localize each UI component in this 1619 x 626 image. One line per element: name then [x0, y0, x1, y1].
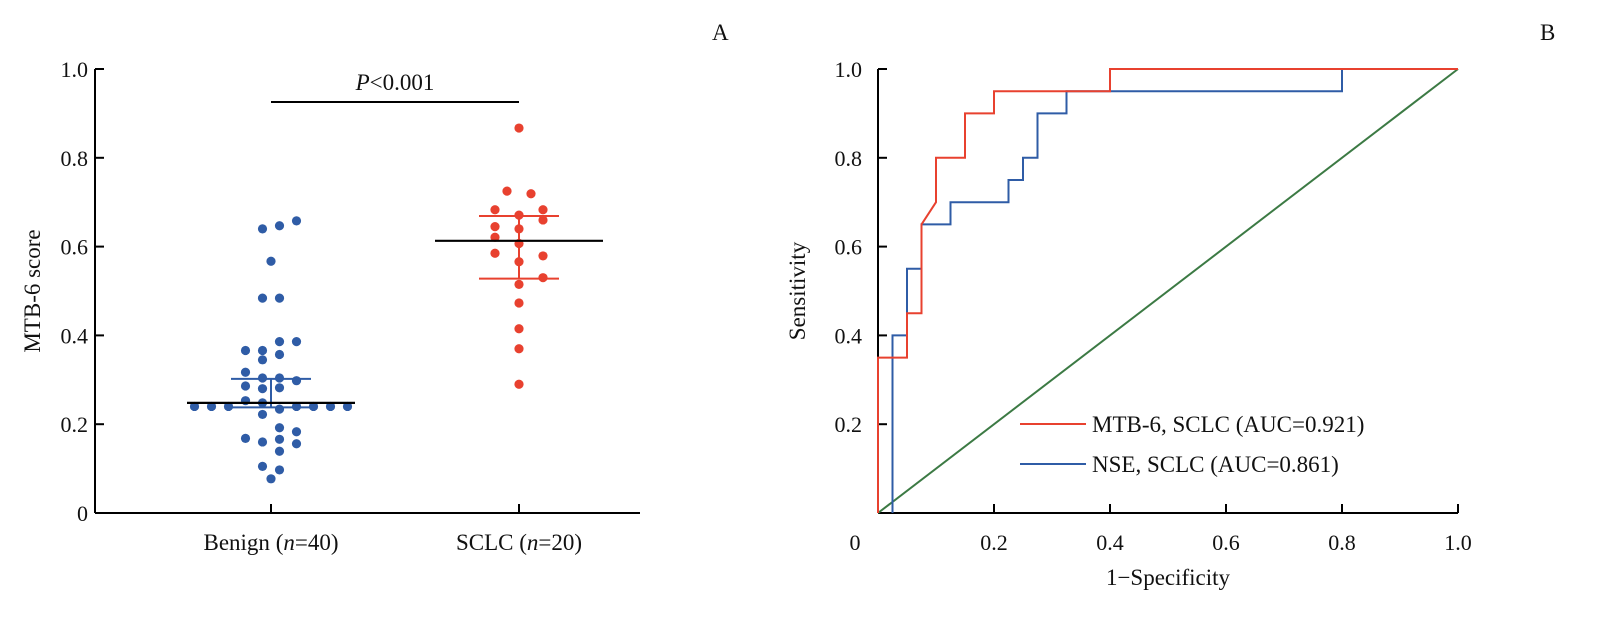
legend-label-mtb6: MTB-6, SCLC (AUC=0.921)	[1092, 412, 1364, 437]
a-y-tick-label: 0.8	[61, 146, 89, 171]
sclc-point	[490, 232, 500, 242]
benign-point	[342, 401, 353, 412]
benign-point	[325, 401, 336, 412]
b-y-tick-label: 1.0	[835, 57, 863, 82]
category-label-sclc: SCLC (n=20)	[456, 530, 582, 555]
sclc-point	[526, 189, 536, 199]
benign-point	[240, 345, 251, 356]
a-y-tick-label: 1.0	[61, 57, 89, 82]
sclc-point	[490, 222, 500, 232]
benign-point	[274, 373, 285, 383]
roc-curve-mtb6	[877, 68, 1458, 513]
b-y-axis-label: Sensitivity	[785, 241, 810, 340]
benign-point	[291, 439, 302, 449]
benign-point	[240, 367, 251, 377]
sclc-point	[490, 248, 500, 258]
b-x-tick-label: 0.8	[1328, 530, 1356, 555]
benign-point	[257, 409, 268, 420]
benign-point	[266, 474, 276, 484]
benign-point	[266, 256, 276, 266]
benign-point	[257, 345, 268, 356]
sclc-n: n	[527, 530, 539, 555]
b-y-tick-label: 0.2	[835, 412, 863, 437]
benign-point	[257, 437, 268, 447]
p-value-annotation: P<0.001	[355, 70, 435, 95]
sclc-point	[514, 257, 524, 267]
sclc-point	[538, 251, 548, 261]
b-x-tick-label: 0.6	[1212, 530, 1240, 555]
sclc-point	[514, 324, 524, 334]
benign-n: n	[283, 530, 295, 555]
benign-point	[291, 427, 302, 437]
sclc-point	[514, 279, 524, 289]
benign-point	[274, 423, 285, 433]
sclc-point	[538, 205, 548, 215]
benign-point	[274, 293, 285, 303]
benign-point	[291, 337, 302, 347]
p-text: <0.001	[370, 70, 435, 95]
roc-curve-nse	[891, 68, 1458, 513]
sclc-point	[514, 210, 524, 220]
benign-point	[274, 383, 285, 393]
a-y-axis-label: MTB-6 score	[20, 229, 45, 352]
a-y-tick-label: 0	[77, 501, 88, 526]
b-y-tick-label: 0.6	[835, 235, 863, 260]
sclc-point	[514, 379, 524, 389]
benign-point	[274, 446, 285, 456]
benign-point	[206, 401, 217, 412]
benign-point	[257, 373, 268, 383]
sclc-n-value: =20	[538, 530, 574, 555]
b-y-tick-label: 0.8	[835, 146, 863, 171]
sclc-point	[514, 123, 524, 133]
legend: MTB-6, SCLC (AUC=0.921) NSE, SCLC (AUC=0…	[1020, 412, 1364, 477]
benign-point	[189, 401, 200, 412]
b-x-tick-label: 0.4	[1096, 530, 1124, 555]
benign-point	[274, 349, 285, 360]
sclc-point	[538, 273, 548, 283]
benign-point	[240, 433, 251, 444]
benign-point	[274, 404, 285, 414]
legend-label-nse: NSE, SCLC (AUC=0.861)	[1092, 452, 1339, 477]
benign-point	[291, 216, 302, 226]
sclc-point	[490, 205, 500, 215]
panel-label-a: A	[712, 20, 729, 45]
b-origin-label: 0	[850, 530, 861, 555]
sclc-point	[514, 224, 524, 234]
b-y-tick-label: 0.4	[835, 323, 863, 348]
sclc-point	[538, 215, 548, 225]
category-label-benign: Benign (n=40)	[203, 530, 338, 555]
sclc-point	[502, 186, 512, 196]
benign-point	[240, 381, 251, 391]
sclc-point	[514, 344, 524, 354]
benign-point	[257, 461, 268, 471]
benign-point	[274, 434, 285, 444]
a-y-tick-label: 0.2	[61, 412, 89, 437]
a-y-tick-label: 0.4	[61, 323, 89, 348]
p-italic: P	[355, 70, 370, 95]
reference-line	[877, 68, 1459, 514]
benign-name: Benign	[203, 530, 270, 555]
benign-point	[291, 376, 302, 386]
benign-point	[308, 401, 319, 412]
panel-label-b: B	[1540, 20, 1555, 45]
benign-point	[257, 384, 268, 394]
benign-n-value: =40	[295, 530, 331, 555]
b-x-tick-label: 1.0	[1444, 530, 1472, 555]
benign-point	[291, 401, 302, 412]
benign-point	[274, 465, 285, 475]
benign-point	[257, 293, 268, 303]
a-y-tick-label: 0.6	[61, 235, 89, 260]
benign-point	[257, 224, 268, 234]
b-x-tick-label: 0.2	[980, 530, 1008, 555]
benign-point	[257, 355, 268, 365]
b-x-axis-label: 1−Specificity	[1106, 565, 1231, 590]
sclc-point	[514, 298, 524, 308]
benign-point	[274, 337, 285, 347]
benign-point	[274, 221, 285, 231]
sclc-name: SCLC	[456, 530, 514, 555]
benign-point	[223, 401, 234, 412]
